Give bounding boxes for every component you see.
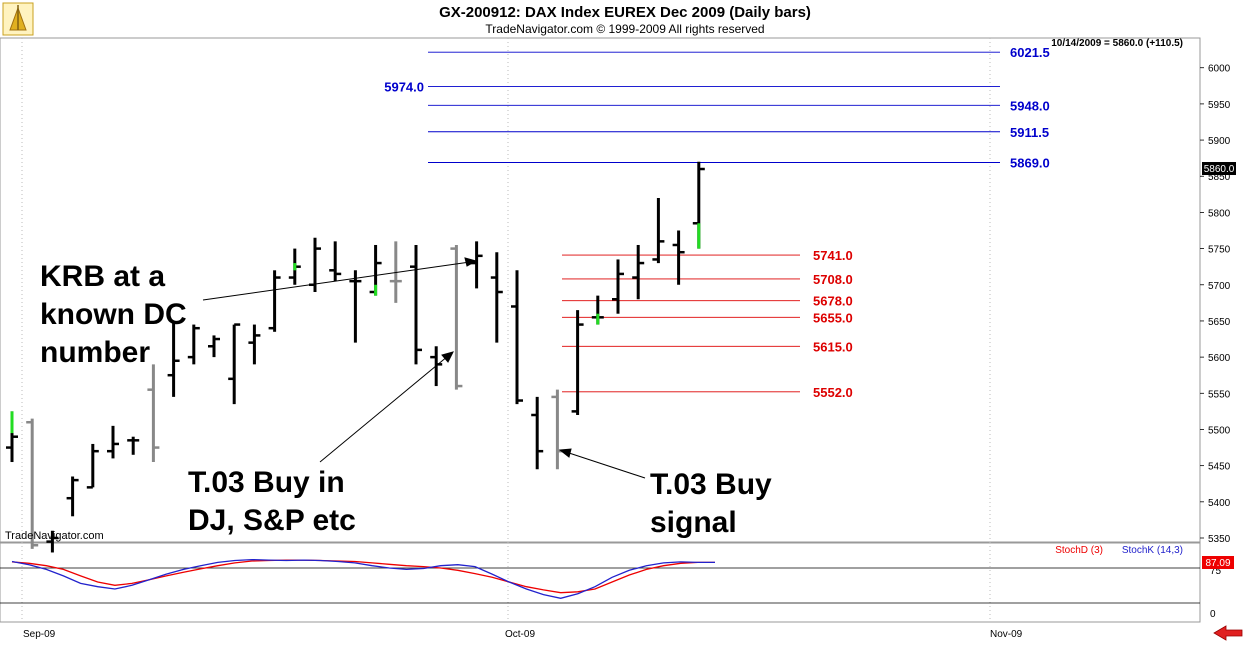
annotation-t03-signal-line-2: signal (650, 506, 737, 539)
price-levels: 6021.5 5974.0 5948.0 5911.5 5869.0 5741.0 5708… (384, 45, 1050, 400)
watermark: TradeNavigator.com (5, 530, 104, 542)
y-tick-label: 5600 (1208, 353, 1231, 364)
ohlc-bar (652, 197, 665, 264)
y-tick-label: 5700 (1208, 281, 1231, 292)
blue-level-label: 5869.0 (1010, 156, 1050, 171)
annotation-krb-line-1: KRB at a (40, 260, 165, 293)
ohlc-bar (490, 252, 503, 343)
x-tick-nov: Nov-09 (990, 629, 1023, 640)
blue-level-label: 5948.0 (1010, 98, 1050, 113)
stoch-tick-0: 0 (1210, 609, 1216, 620)
y-tick-label: 5950 (1208, 100, 1231, 111)
ohlc-bar (511, 270, 523, 405)
y-tick-label: 5500 (1208, 425, 1231, 436)
ohlc-bar (167, 320, 180, 397)
annotation-krb-line-3: number (40, 336, 150, 369)
red-level-label: 5615.0 (813, 339, 853, 354)
y-tick-label: 5650 (1208, 317, 1231, 328)
scroll-left-arrow-icon[interactable] (1208, 625, 1246, 641)
annotation-t03-signal-line-1: T.03 Buy (650, 468, 772, 501)
ohlc-bar (349, 270, 362, 343)
ohlc-bar (26, 418, 39, 549)
x-tick-oct: Oct-09 (505, 629, 535, 640)
stoch-d-line (11, 559, 715, 594)
header: GX-200912: DAX Index EUREX Dec 2009 (Dai… (2, 2, 1183, 49)
ohlc-bar (208, 335, 220, 358)
ohlc-bar (248, 324, 261, 365)
y-tick-label: 5550 (1208, 389, 1231, 400)
chart-title: GX-200912: DAX Index EUREX Dec 2009 (Dai… (439, 4, 811, 21)
price-y-axis: 5350 5400 5450 5500 5550 5600 5650 5700 5750 5800… (1200, 64, 1231, 545)
annotation-arrows (202, 257, 646, 479)
annotation-krb: KRB at a known DC number (40, 260, 195, 369)
ohlc-bar (268, 270, 281, 332)
red-level-label: 5741.0 (813, 248, 853, 263)
y-tick-label: 5900 (1208, 136, 1231, 147)
ohlc-bar (187, 324, 200, 365)
annotation-t03-dj-line-2: DJ, S&P etc (188, 504, 356, 537)
x-tick-sep: Sep-09 (23, 629, 56, 640)
stoch-legend-d: StochD (3) (1055, 545, 1103, 556)
month-gridlines (21, 38, 991, 622)
ohlc-bar (66, 476, 79, 517)
annotation-krb-line-2: known DC (40, 298, 187, 331)
stoch-legend-k: StochK (14,3) (1122, 545, 1183, 556)
annotation-t03-dj: T.03 Buy in DJ, S&P etc (188, 466, 356, 537)
blue-level-label: 5911.5 (1010, 125, 1049, 140)
annotation-t03-signal: T.03 Buy signal (650, 468, 780, 539)
y-tick-label: 5350 (1208, 534, 1231, 545)
ohlc-bar (672, 230, 685, 285)
ohlc-bar (127, 436, 140, 455)
ohlc-bar (228, 323, 241, 405)
stoch-panel: StochD (3) StochK (14,3) 75 0 87.09 (0, 545, 1234, 620)
ohlc-bar (450, 244, 463, 390)
red-level-label: 5678.0 (813, 294, 853, 309)
nav-logo-icon[interactable] (2, 2, 34, 36)
y-tick-label: 5850 (1208, 172, 1231, 183)
ohlc-bar (410, 244, 422, 365)
ohlc-bar (86, 443, 99, 489)
stoch-tick-75: 75 (1210, 566, 1222, 577)
y-tick-label: 6000 (1208, 64, 1231, 75)
last-price-tag: 5860.0 (1202, 162, 1236, 176)
last-price-info: 10/14/2009 = 5860.0 (+110.5) (1051, 38, 1183, 49)
stoch-last-box (1202, 556, 1234, 569)
red-level-label: 5655.0 (813, 310, 853, 325)
blue-level-label: 6021.5 (1010, 45, 1050, 60)
stoch-k-line (11, 558, 715, 599)
ohlc-bar (107, 425, 119, 459)
ohlc-bar (147, 364, 160, 463)
last-price-label: 5860.0 (1204, 164, 1235, 175)
y-tick-label: 5450 (1208, 462, 1231, 473)
red-level-label: 5708.0 (813, 272, 853, 287)
ohlc-bar (571, 310, 584, 416)
copyright-text: TradeNavigator.com © 1999-2009 All right… (485, 22, 764, 36)
y-tick-label: 5400 (1208, 498, 1231, 509)
ohlc-bar (46, 530, 59, 553)
annotation-t03-dj-line-1: T.03 Buy in (188, 466, 345, 499)
ohlc-bar (329, 241, 342, 282)
ohlc-bar (612, 259, 624, 314)
ohlc-bar (531, 396, 544, 470)
y-tick-label: 5800 (1208, 208, 1231, 219)
y-tick-label: 5750 (1208, 245, 1231, 256)
annotations: KRB at a known DC number T.03 Buy in DJ,… (5, 257, 780, 542)
x-axis: Sep-09 Oct-09 Nov-09 (23, 629, 1023, 640)
ohlc-bar (632, 244, 645, 300)
stoch-last-label: 87.09 (1205, 558, 1230, 569)
red-level-label: 5552.0 (813, 385, 853, 400)
stoch-lines (11, 558, 715, 599)
blue-level-label: 5974.0 (384, 80, 424, 95)
